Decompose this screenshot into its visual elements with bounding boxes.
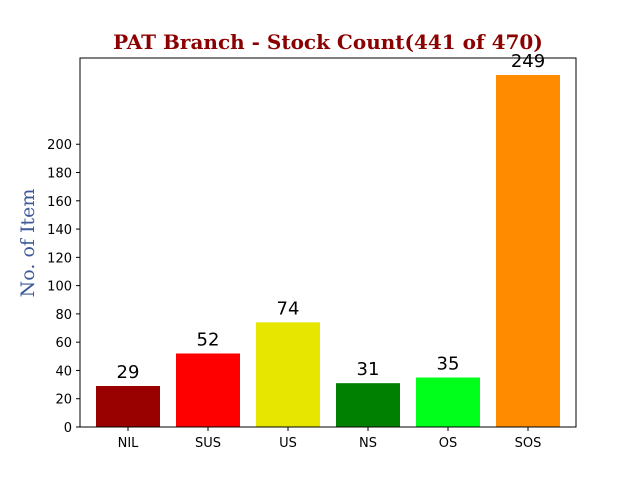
y-axis-label: No. of Item	[17, 189, 39, 298]
x-tick-label-ns: NS	[359, 436, 377, 451]
y-tick-label: 0	[64, 421, 72, 436]
y-tick-label: 120	[47, 251, 72, 266]
y-tick-label: 40	[55, 364, 72, 379]
y-tick-label: 140	[47, 223, 72, 238]
y-tick-label: 160	[47, 195, 72, 210]
y-tick-label: 20	[55, 393, 72, 408]
chart-title: PAT Branch - Stock Count(441 of 470)	[113, 30, 543, 54]
y-axis: 0 20 40 60 80 100 120 140 160 180 200	[47, 138, 80, 436]
x-axis: NIL SUS US NS OS SOS	[118, 427, 542, 451]
y-tick-label: 200	[47, 138, 72, 153]
plot-frame	[79, 57, 577, 428]
x-tick-label-sus: SUS	[195, 436, 221, 451]
x-tick-label-us: US	[279, 436, 297, 451]
y-tick-label: 60	[55, 336, 72, 351]
bars-group: 29 52 74 31 35 249	[96, 51, 560, 427]
bar-sus	[176, 353, 240, 427]
x-tick-label-os: OS	[439, 436, 457, 451]
data-label-nil: 29	[117, 362, 140, 383]
x-tick-label-nil: NIL	[118, 436, 140, 451]
data-label-us: 74	[277, 298, 300, 319]
bar-ns	[336, 383, 400, 427]
bar-nil	[96, 386, 160, 427]
y-tick-label: 180	[47, 167, 72, 182]
data-label-os: 35	[437, 354, 460, 375]
data-label-sus: 52	[197, 329, 220, 350]
data-label-sos: 249	[511, 51, 545, 72]
bar-os	[416, 377, 480, 427]
y-tick-label: 100	[47, 280, 72, 295]
bar-us	[256, 322, 320, 427]
y-tick-label: 80	[55, 308, 72, 323]
bar-sos	[496, 74, 560, 427]
data-label-ns: 31	[357, 359, 380, 380]
x-tick-label-sos: SOS	[515, 436, 542, 451]
